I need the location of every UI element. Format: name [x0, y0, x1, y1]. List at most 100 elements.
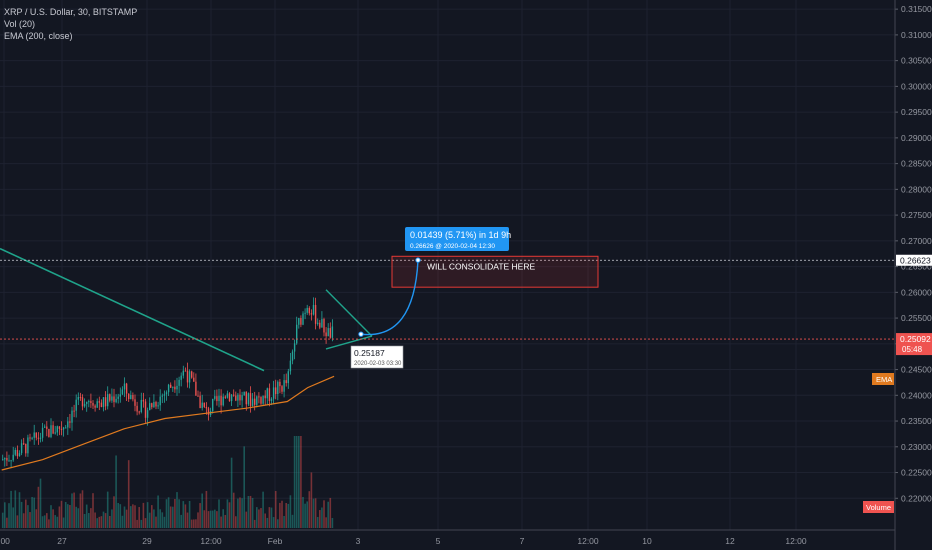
volume-bar — [287, 503, 290, 528]
candle-body — [37, 437, 40, 439]
candle-body — [136, 405, 138, 412]
volume-indicator-label[interactable]: Vol (20) — [4, 19, 36, 29]
candle-body — [48, 429, 50, 437]
candle-body — [132, 395, 134, 400]
volume-bar — [199, 503, 201, 528]
volume-bar — [266, 517, 269, 528]
candle-body — [205, 406, 208, 409]
volume-bar — [167, 497, 170, 528]
candle-body — [285, 380, 287, 384]
volume-bar — [209, 510, 212, 528]
ema-tag: EMA — [876, 375, 892, 384]
candle-body — [81, 397, 84, 407]
candle-body — [100, 402, 103, 408]
volume-bar — [262, 491, 264, 528]
volume-bar — [203, 510, 206, 528]
candle-body — [10, 460, 12, 462]
volume-tag-bg — [863, 501, 894, 513]
volume-bar — [302, 496, 304, 528]
candle-body — [275, 387, 277, 395]
price-tick-label: 0.24000 — [901, 390, 932, 400]
candle-body — [69, 421, 71, 423]
volume-bar — [243, 446, 245, 528]
volume-bar — [48, 519, 50, 528]
volume-bar — [226, 499, 229, 528]
volume-bar — [274, 490, 277, 528]
volume-bar — [100, 516, 103, 528]
candle-body — [6, 457, 8, 461]
volume-bar — [306, 501, 308, 528]
candle-body — [325, 332, 327, 337]
time-tick-label: 12:00 — [785, 536, 807, 546]
candle-body — [134, 399, 136, 406]
volume-bar — [98, 516, 101, 528]
candle-body — [300, 318, 302, 325]
volume-bar — [184, 504, 187, 528]
candle-body — [182, 370, 184, 376]
price-tick-label: 0.30500 — [901, 56, 932, 66]
candle-body — [298, 318, 300, 325]
time-axis[interactable]: :00 27 29 12:00 Feb 3 5 7 12:00 10 12 12:00 — [0, 529, 895, 546]
consolidation-label: WILL CONSOLIDATE HERE — [427, 261, 535, 271]
candle-body — [228, 393, 231, 402]
point-time: 2020-02-03 03:30 — [354, 361, 402, 367]
candle-body — [18, 453, 21, 457]
candle-body — [224, 396, 226, 398]
volume-bar — [201, 493, 203, 528]
candle-body — [251, 398, 254, 406]
price-tick-label: 0.23000 — [901, 442, 932, 452]
volume-bar — [169, 506, 172, 528]
volume-bar — [195, 519, 197, 528]
candle-body — [212, 398, 214, 411]
volume-bar — [218, 499, 220, 528]
candle-body — [4, 457, 6, 460]
volume-bar — [295, 436, 298, 528]
volume-bar — [29, 512, 31, 528]
projection-start-point — [358, 331, 364, 337]
price-tick-label: 0.28500 — [901, 159, 932, 169]
candle-body — [296, 324, 298, 344]
candle-body — [71, 410, 73, 423]
volume-bar — [300, 436, 302, 528]
candle-body — [314, 304, 317, 324]
ema-indicator-label[interactable]: EMA (200, close) — [4, 31, 73, 41]
candle-body — [239, 394, 241, 401]
candle-body — [233, 394, 235, 396]
volume-bar — [157, 495, 159, 528]
volume-bars — [1, 436, 334, 528]
candle-body — [279, 381, 281, 387]
volume-bar — [106, 491, 109, 528]
candle-body — [77, 397, 79, 400]
volume-bar — [193, 519, 195, 528]
volume-bar — [37, 486, 40, 528]
candle-body — [33, 432, 35, 438]
volume-bar — [310, 472, 313, 528]
candle-body — [73, 410, 75, 412]
candle-body — [121, 389, 124, 395]
candle-body — [79, 397, 82, 399]
candle-body — [287, 371, 289, 384]
candle-body — [14, 449, 16, 455]
candle-body — [203, 402, 205, 407]
candle-body — [117, 396, 119, 399]
volume-bar — [8, 503, 10, 528]
symbol-title[interactable]: XRP / U.S. Dollar, 30, BITSTAMP — [4, 7, 138, 17]
volume-bar — [104, 513, 107, 528]
candle-body — [222, 396, 224, 406]
volume-bar — [119, 504, 122, 528]
candle-body — [167, 384, 170, 393]
candle-body — [115, 398, 117, 403]
volume-bar — [69, 505, 71, 528]
volume-bar — [251, 498, 254, 528]
volume-bar — [314, 498, 317, 528]
volume-bar — [239, 497, 241, 528]
volume-bar — [58, 506, 61, 528]
volume-bar — [188, 500, 191, 528]
last-price-badge-bg — [896, 333, 932, 356]
volume-bar — [331, 517, 334, 528]
volume-bar — [148, 512, 151, 528]
candle-body — [142, 399, 145, 402]
price-axis[interactable]: 0.31500 0.31000 0.30500 0.30000 0.29500 0.290… — [894, 0, 932, 550]
volume-bar — [304, 503, 306, 528]
